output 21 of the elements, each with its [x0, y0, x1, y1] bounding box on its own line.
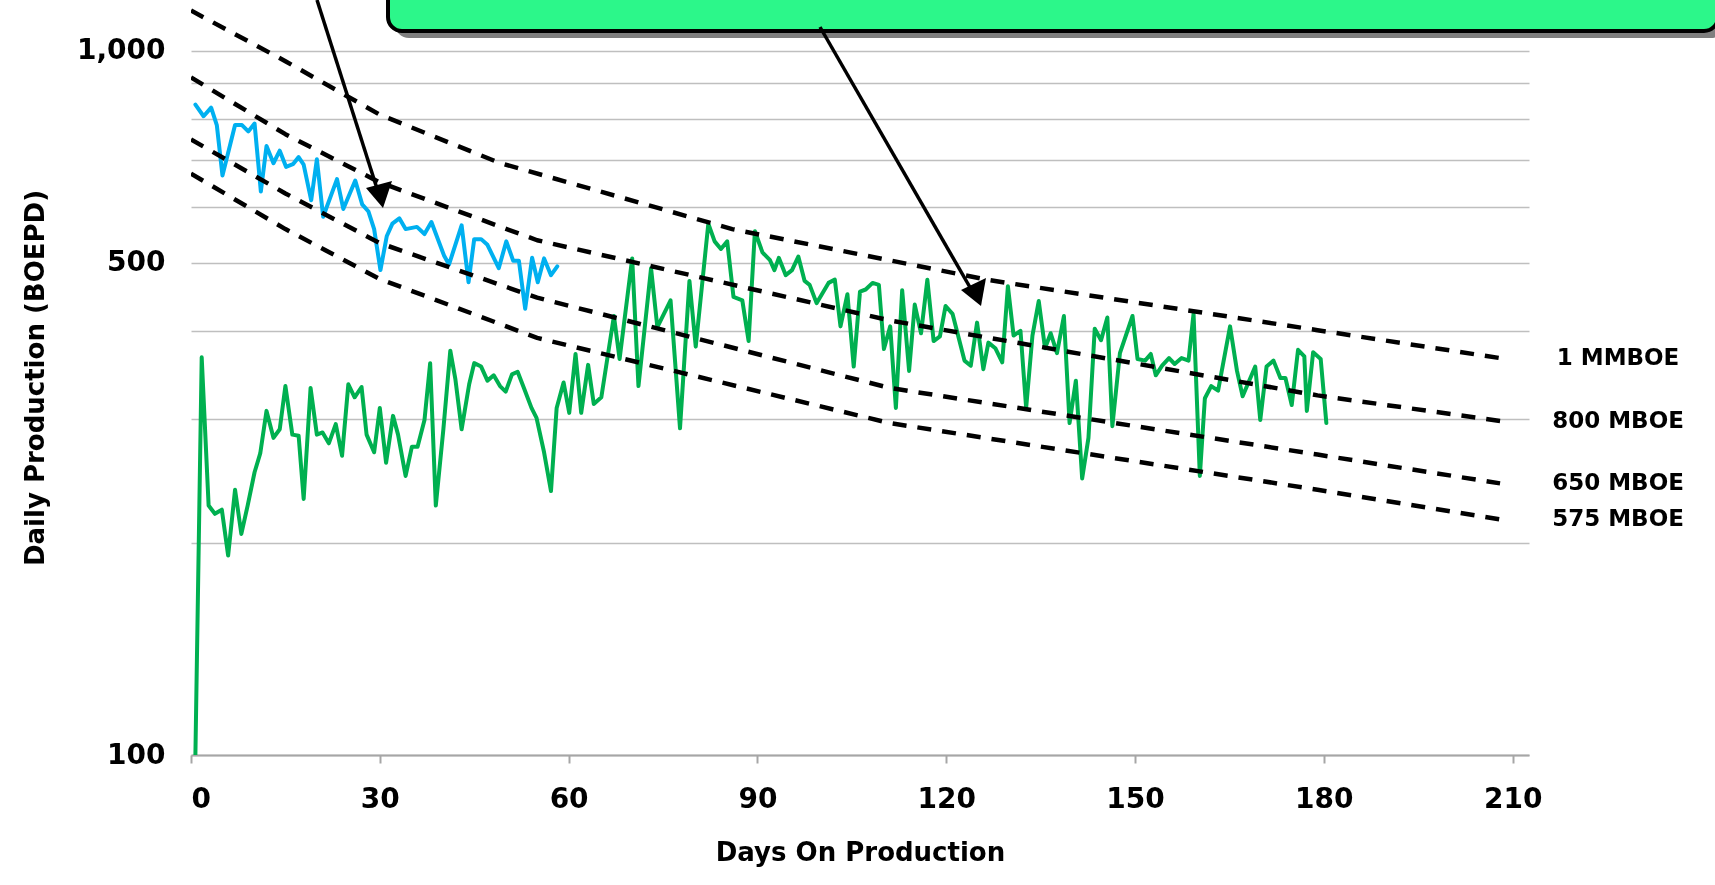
y-tick-label: 100 — [107, 737, 166, 771]
y-tick-label: 500 — [107, 245, 166, 279]
x-tick-label: 60 — [549, 781, 589, 815]
x-tick-label: 90 — [738, 781, 778, 815]
x-tick-label: 30 — [360, 781, 400, 815]
line-series — [191, 75, 1503, 424]
x-tick-label: 120 — [917, 781, 976, 815]
line-series — [193, 102, 560, 311]
y-axis-title: Daily Production (BOEPD) — [19, 189, 50, 567]
line-series — [193, 221, 1329, 755]
y-tick-label: 1,000 — [76, 33, 166, 67]
text: 650 MBOE — [1552, 469, 1684, 496]
x-tick-label: 0 — [191, 781, 211, 815]
x-tick-label: 210 — [1483, 781, 1543, 815]
x-axis-title: Days On Production — [715, 836, 1006, 867]
x-tick-label: 180 — [1295, 781, 1354, 815]
line-series — [191, 137, 1503, 486]
text: 800 MBOE — [1552, 406, 1684, 433]
text: 1 MMBOE — [1556, 344, 1680, 371]
text: 575 MBOE — [1552, 505, 1684, 532]
x-tick-label: 150 — [1106, 781, 1165, 815]
